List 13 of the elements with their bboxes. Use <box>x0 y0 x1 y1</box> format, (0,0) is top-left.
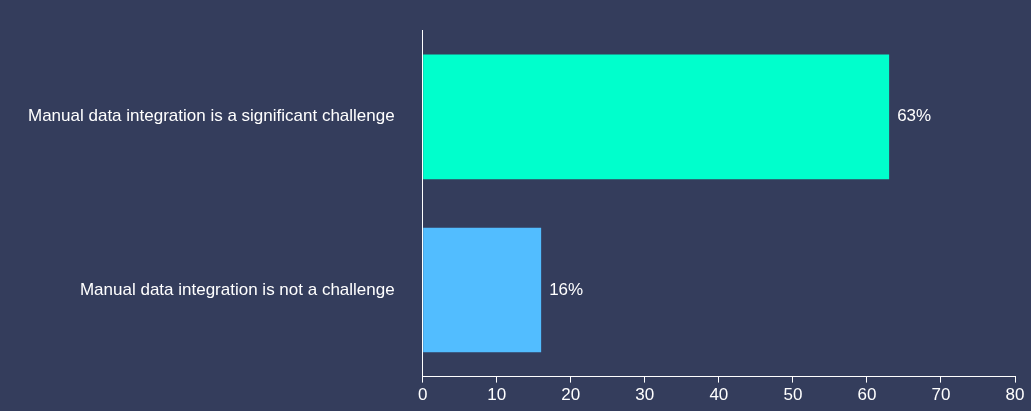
x-tick-label: 10 <box>487 385 507 405</box>
x-tick-label: 60 <box>857 385 877 405</box>
x-tick-label: 80 <box>1005 385 1025 405</box>
y-tick-label: Manual data integration is a significant challenge <box>27 106 395 126</box>
y-tick-label: Manual data integration is not a challenge <box>79 279 395 299</box>
x-tick-label: 50 <box>783 385 803 405</box>
x-tick-label: 20 <box>561 385 581 405</box>
x-tick-label: 0 <box>417 385 428 405</box>
x-tick-label: 70 <box>931 385 951 405</box>
data-label: 63% <box>897 106 932 126</box>
x-tick-label: 40 <box>709 385 729 405</box>
data-label: 16% <box>549 279 584 299</box>
x-tick-label: 30 <box>635 385 655 405</box>
